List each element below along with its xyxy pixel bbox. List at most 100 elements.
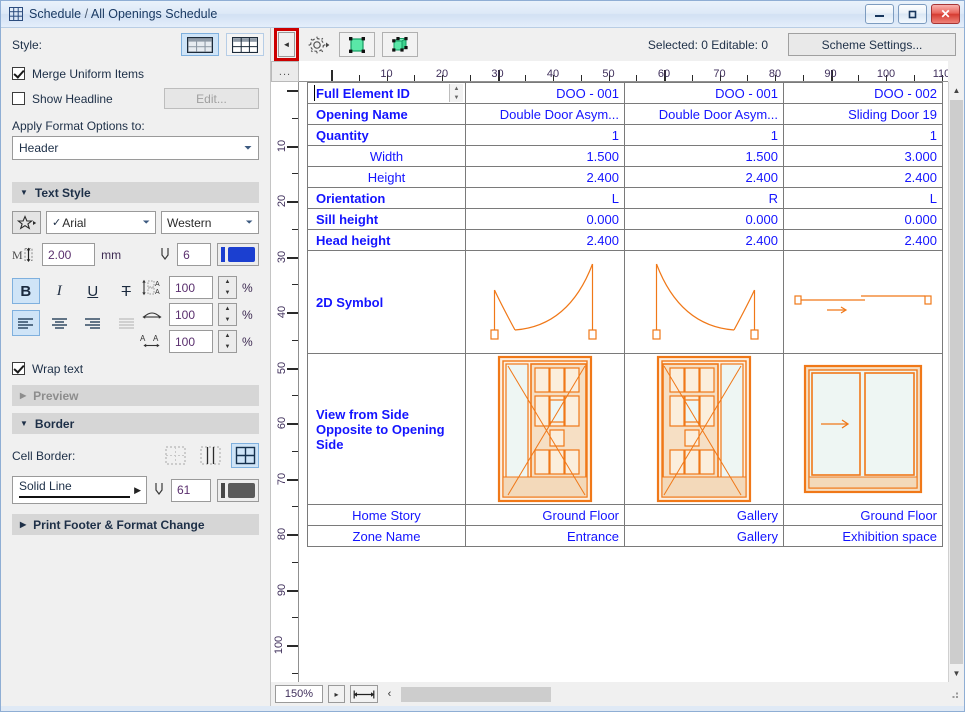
text-pen-input[interactable]: 6 [177, 243, 211, 266]
table-cell[interactable]: 0.000 [624, 208, 784, 230]
table-cell[interactable]: 2.400 [624, 229, 784, 251]
select-2d-button[interactable] [339, 32, 375, 57]
table-cell[interactable]: 0.000 [465, 208, 625, 230]
table-row[interactable]: Zone Name Entrance Gallery Exhibition space [307, 525, 943, 547]
apply-format-select[interactable]: Header ⏷ [12, 136, 259, 160]
row-header-cell[interactable]: Quantity [307, 124, 466, 146]
table-cell[interactable]: Double Door Asym... [465, 103, 625, 125]
horizontal-scrollbar[interactable] [401, 686, 943, 702]
table-row[interactable]: Sill height 0.000 0.000 0.000 [307, 208, 943, 230]
align-left-button[interactable] [12, 310, 40, 336]
table-row[interactable]: Orientation L R L [307, 187, 943, 209]
previous-page-button[interactable]: ‹ [383, 685, 396, 703]
row-header-cell[interactable]: View from Side Opposite to Opening Side [307, 353, 466, 505]
vertical-scrollbar[interactable]: ▲ ▼ [948, 82, 964, 682]
table-cell[interactable]: 2.400 [783, 166, 943, 188]
border-vertical-button[interactable] [196, 443, 224, 468]
table-cell[interactable]: 1 [465, 124, 625, 146]
select-3d-button[interactable] [382, 32, 418, 57]
table-cell[interactable]: 2.400 [783, 229, 943, 251]
horizontal-scroll-thumb[interactable] [401, 686, 551, 702]
table-row[interactable]: Head height 2.400 2.400 2.400 [307, 229, 943, 251]
table-cell[interactable] [465, 250, 625, 354]
table-cell[interactable]: R [624, 187, 784, 209]
table-cell[interactable]: Gallery [624, 525, 784, 547]
table-cell[interactable]: 2.400 [465, 229, 625, 251]
align-right-button[interactable] [79, 310, 107, 336]
table-row[interactable]: Height 2.400 2.400 2.400 [307, 166, 943, 188]
resize-gripper[interactable] [948, 688, 960, 700]
table-cell[interactable]: DOO - 001 [465, 82, 625, 104]
vertical-scroll-thumb[interactable] [950, 100, 963, 664]
scroll-down-icon[interactable]: ▼ [952, 669, 961, 678]
table-row[interactable]: Home Story Ground Floor Gallery Ground Floo… [307, 504, 943, 526]
table-cell[interactable]: 1.500 [624, 145, 784, 167]
line-spacing-stepper[interactable]: ▲ ▼ [218, 276, 237, 299]
table-cell[interactable]: L [783, 187, 943, 209]
align-justify-button[interactable] [113, 310, 141, 336]
table-cell[interactable]: Double Door Asym... [624, 103, 784, 125]
table-cell[interactable]: 1 [783, 124, 943, 146]
table-cell[interactable]: Ground Floor [465, 504, 625, 526]
table-row[interactable]: Full Element ID ▲ ▼ DOO - 001 DOO - 001 DOO -… [307, 82, 943, 104]
schedule-table[interactable]: Full Element ID ▲ ▼ DOO - 001 DOO - 001 DOO -… [307, 82, 943, 547]
table-row[interactable]: 2D Symbol [307, 250, 943, 354]
table-cell[interactable]: 1.500 [465, 145, 625, 167]
script-select[interactable]: Western ⏷ [161, 211, 259, 234]
italic-button[interactable]: I [56, 282, 62, 299]
width-factor-stepper[interactable]: ▲ ▼ [218, 303, 237, 326]
sheet-area[interactable]: Full Element ID ▲ ▼ DOO - 001 DOO - 001 DOO -… [299, 82, 948, 682]
scroll-up-icon[interactable]: ▲ [952, 86, 961, 95]
show-headline-row[interactable]: Show Headline Edit... [1, 86, 270, 111]
table-row[interactable]: Opening Name Double Door Asym... Double Do… [307, 103, 943, 125]
collapse-sidebar-button[interactable]: ◄ [278, 32, 295, 57]
wrap-text-row[interactable]: Wrap text [1, 353, 270, 378]
row-header-cell[interactable]: Full Element ID ▲ ▼ [307, 82, 466, 104]
fit-to-width-button[interactable] [350, 685, 378, 703]
border-color-swatch[interactable] [217, 478, 259, 502]
strikethrough-button[interactable]: T [121, 282, 131, 300]
table-cell[interactable]: L [465, 187, 625, 209]
row-header-cell[interactable]: Home Story [307, 504, 466, 526]
row-header-cell[interactable]: Orientation [307, 187, 466, 209]
underline-button[interactable]: U [87, 282, 99, 300]
table-cell[interactable]: Gallery [624, 504, 784, 526]
line-type-select[interactable]: Solid Line ▶ [12, 476, 147, 504]
row-header-cell[interactable]: Zone Name [307, 525, 466, 547]
table-row[interactable]: View from Side Opposite to Opening Side [307, 353, 943, 505]
zoom-menu-button[interactable]: ▸ [328, 685, 345, 703]
close-button[interactable]: ✕ [931, 4, 960, 24]
row-header-cell[interactable]: Opening Name [307, 103, 466, 125]
char-spacing-input[interactable]: 100 [169, 330, 213, 353]
table-cell[interactable]: 3.000 [783, 145, 943, 167]
table-cell[interactable]: 2.400 [465, 166, 625, 188]
horizontal-ruler[interactable]: 10 20 30 40 50 60 70 80 90 100 110 [299, 61, 948, 82]
table-cell[interactable] [624, 250, 784, 354]
table-cell[interactable] [624, 353, 784, 505]
table-cell[interactable]: Entrance [465, 525, 625, 547]
table-cell[interactable]: Exhibition space [783, 525, 943, 547]
table-cell[interactable]: 1 [624, 124, 784, 146]
font-size-input[interactable]: 2.00 [42, 243, 96, 266]
border-all-button[interactable] [231, 443, 259, 468]
table-cell[interactable]: 0.000 [783, 208, 943, 230]
row-header-cell[interactable]: Height [307, 166, 466, 188]
row-header-cell[interactable]: Sill height [307, 208, 466, 230]
vertical-ruler[interactable]: 102030405060708090100110 [271, 82, 299, 682]
scheme-settings-button[interactable]: Scheme Settings... [788, 33, 956, 56]
row-header-cell[interactable]: Width [307, 145, 466, 167]
style-grid-plain-button[interactable] [226, 33, 264, 56]
merge-uniform-checkbox[interactable] [12, 67, 25, 80]
zoom-level-input[interactable]: 150% [275, 685, 323, 703]
text-style-section-header[interactable]: ▼ Text Style [12, 182, 259, 203]
text-color-swatch[interactable] [217, 243, 259, 266]
table-cell[interactable] [783, 250, 943, 354]
align-center-button[interactable] [46, 310, 74, 336]
maximize-button[interactable] [898, 4, 927, 24]
table-row[interactable]: Width 1.500 1.500 3.000 [307, 145, 943, 167]
border-section-header[interactable]: ▼ Border [12, 413, 259, 434]
style-grid-full-button[interactable] [181, 33, 219, 56]
table-cell[interactable]: Sliding Door 19 [783, 103, 943, 125]
merge-uniform-row[interactable]: Merge Uniform Items [1, 61, 270, 86]
preview-section-header[interactable]: ▶ Preview [12, 385, 259, 406]
